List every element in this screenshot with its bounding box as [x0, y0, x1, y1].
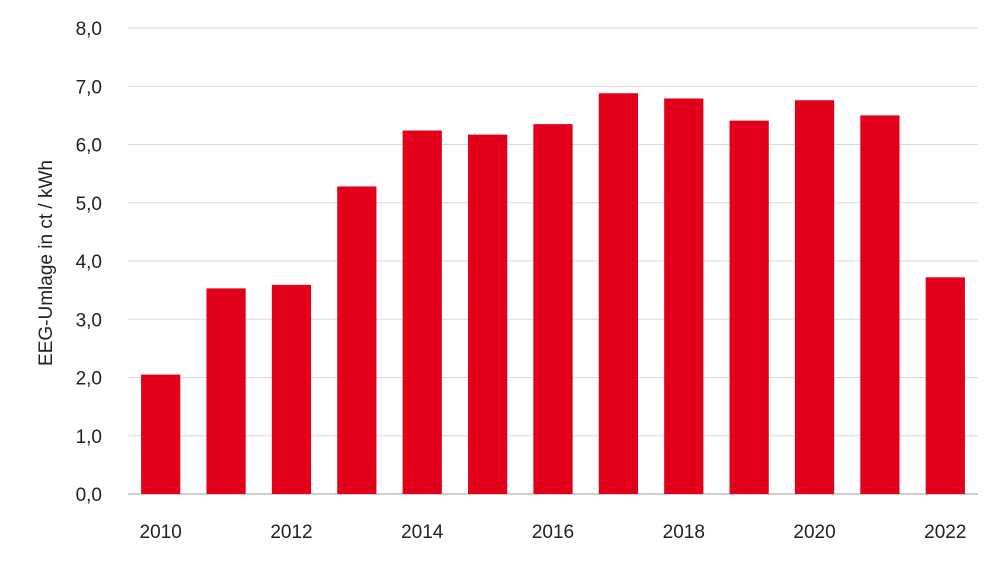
y-tick-label: 2,0: [76, 369, 102, 390]
x-tick-label: 2014: [401, 522, 444, 543]
y-axis-title: EEG-Umlage in ct / kWh: [36, 160, 57, 366]
y-tick-label: 3,0: [76, 310, 102, 331]
y-tick-label: 4,0: [76, 252, 102, 273]
bar-2022: [925, 277, 965, 494]
x-axis-ticks: 2010 2012 2014 2016 2018 2020 2022: [140, 522, 967, 543]
bar-2016: [533, 124, 573, 495]
y-axis-ticks: 0,0 1,0 2,0 3,0 4,0 5,0 6,0 7,0 8,0: [76, 19, 102, 506]
bar-2011: [206, 288, 246, 494]
bars: [141, 93, 965, 495]
x-tick-label: 2016: [532, 522, 574, 543]
bar-2013: [337, 186, 377, 494]
bar-2014: [402, 130, 442, 494]
x-tick-label: 2010: [140, 522, 182, 543]
x-tick-label: 2018: [663, 522, 705, 543]
bar-2018: [664, 98, 704, 495]
bar-2012: [271, 284, 312, 494]
y-tick-label: 6,0: [76, 136, 102, 157]
y-tick-label: 5,0: [76, 194, 102, 215]
bar-2015: [468, 134, 508, 494]
x-tick-label: 2022: [924, 522, 966, 543]
bar-2021: [860, 115, 900, 494]
y-tick-label: 7,0: [76, 77, 102, 98]
bar-2017: [598, 93, 638, 495]
y-tick-label: 8,0: [76, 19, 102, 40]
x-tick-label: 2012: [270, 522, 312, 543]
y-tick-label: 1,0: [76, 427, 102, 448]
bar-2010: [141, 374, 181, 494]
bar-2020: [794, 100, 835, 494]
bar-2019: [729, 120, 769, 495]
x-tick-label: 2020: [793, 522, 835, 543]
y-tick-label: 0,0: [76, 485, 102, 506]
